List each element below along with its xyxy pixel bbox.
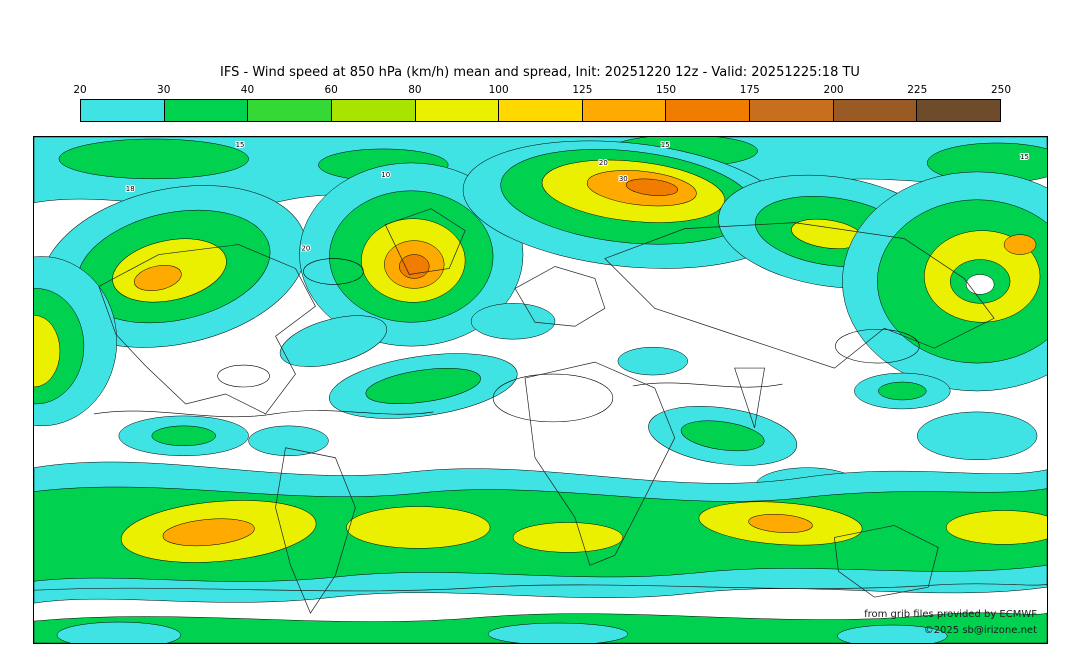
colorbar-segment: [832, 100, 917, 121]
colorbar-tick-label: 200: [823, 84, 844, 96]
colorbar-segment: [665, 100, 750, 121]
contour-labels: 15 10 20 30 18 15 20 15: [125, 140, 1030, 254]
colorbar-ticks: 20 30 40 60 80 100 125 150 175 200 225 250: [73, 84, 1011, 97]
colorbar-segment: [916, 100, 1001, 121]
greenland-system: [299, 162, 524, 347]
colorbar-tick-label: 100: [488, 84, 509, 96]
colorbar-segment: [247, 100, 331, 121]
colorbar: 20 30 40 60 80 100 125 150 175 200 225 250: [73, 84, 1011, 122]
contour-label: 15: [1020, 153, 1029, 161]
tropical-patches: [118, 303, 1038, 504]
contour-label: 20: [599, 159, 608, 167]
colorbar-tick-label: 20: [73, 84, 87, 96]
coastlines: [34, 208, 1047, 614]
credits: from grib files provided by ECMWF ©2025 …: [864, 607, 1037, 638]
contour-label: 20: [301, 245, 310, 253]
world-map: 15 10 20 30 18 15 20 15 from grib files …: [33, 136, 1048, 644]
colorbar-segment: [414, 100, 499, 121]
colorbar-tick-label: 225: [907, 84, 928, 96]
colorbar-tick-label: 125: [572, 84, 593, 96]
colorbar-tick-label: 175: [739, 84, 760, 96]
colorbar-segment: [330, 100, 415, 121]
colorbar-segment: [498, 100, 582, 121]
colorbar-tick-label: 250: [990, 84, 1012, 96]
contour-label: 15: [661, 141, 670, 149]
southern-storm-track: [34, 461, 1047, 604]
map-title: IFS - Wind speed at 850 hPa (km/h) mean …: [220, 65, 860, 80]
contour-label: 15: [236, 141, 245, 149]
left-edge-system: [34, 256, 118, 427]
colorbar-tick-label: 80: [408, 84, 422, 96]
contour-label: 18: [126, 185, 135, 193]
colorbar-tick-label: 150: [656, 84, 677, 96]
colorbar-segment: [581, 100, 666, 121]
credits-source: from grib files provided by ECMWF: [864, 609, 1037, 620]
colorbar-segment: [163, 100, 248, 121]
wind-speed-map-svg: 15 10 20 30 18 15 20 15: [34, 137, 1047, 643]
credits-copyright: ©2025 sb@irizone.net: [923, 624, 1037, 636]
colorbar-tick-label: 60: [324, 84, 338, 96]
colorbar-segment: [81, 100, 164, 121]
colorbar-tick-label: 30: [157, 84, 171, 96]
spread-contours: [93, 258, 920, 423]
colorbar-segments: [80, 99, 1001, 122]
north-atlantic-jet: [462, 140, 792, 269]
colorbar-tick-label: 40: [240, 84, 255, 96]
west-pacific-swirl: [842, 171, 1047, 392]
contour-label: 30: [619, 175, 628, 183]
antarctic-coastal-band: [34, 612, 1047, 643]
colorbar-segment: [749, 100, 833, 121]
contour-label: 10: [381, 171, 390, 179]
